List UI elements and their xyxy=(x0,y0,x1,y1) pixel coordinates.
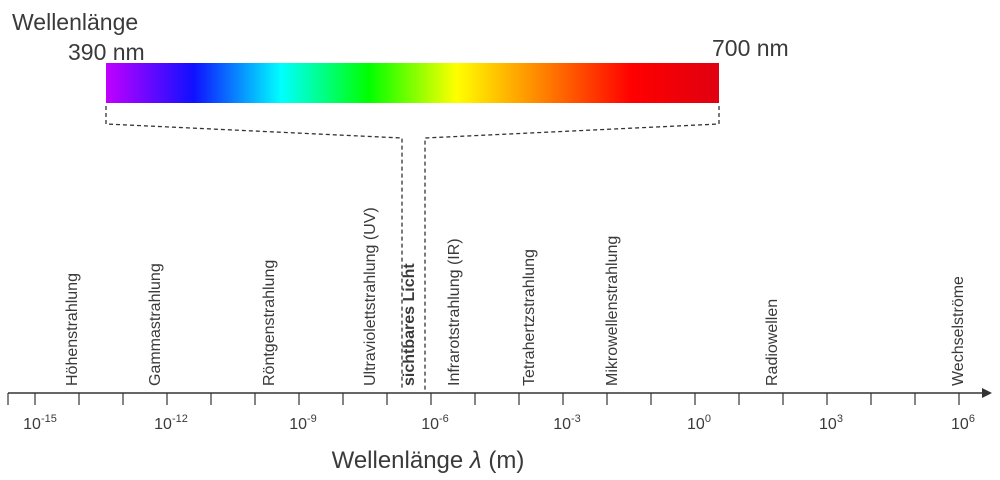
visible-light-bracket xyxy=(105,106,720,390)
axis-ticks xyxy=(7,393,960,405)
band-label: Tetrahertzstrahlung xyxy=(521,249,538,386)
axis-tick-label: 10-9 xyxy=(289,413,317,433)
axis-title-unit: (m) xyxy=(482,447,525,474)
axis-title-symbol: λ xyxy=(468,447,482,474)
axis-title-main: Wellenlänge xyxy=(332,447,470,474)
axis-arrow-icon xyxy=(982,388,992,398)
band-label: sichtbares Licht xyxy=(401,263,418,386)
band-label: Wechselströme xyxy=(950,276,967,386)
visible-spectrum-bar xyxy=(106,63,719,103)
axis-tick-label: 106 xyxy=(951,413,975,433)
band-label: Ultraviolettstrahlung (UV) xyxy=(362,207,379,386)
axis-tick-label: 10-15 xyxy=(23,413,57,433)
band-label: Röntgenstrahlung xyxy=(261,260,278,386)
band-label: Infrarotstrahlung (IR) xyxy=(446,238,463,386)
spectrum-end-label: 700 nm xyxy=(712,35,789,61)
band-label: Mikrowellenstrahlung xyxy=(604,236,621,386)
band-label: Radiowellen xyxy=(764,299,781,386)
axis-tick-label: 100 xyxy=(687,413,711,433)
axis-title: Wellenlänge λ (m) xyxy=(332,447,525,474)
axis-tick-label: 10-3 xyxy=(553,413,581,433)
band-labels: Höhenstrahlung Gammastrahlung Röntgenstrah… xyxy=(64,207,967,386)
spectrum-title: Wellenlänge xyxy=(12,9,138,35)
spectrum-start-label: 390 nm xyxy=(68,39,145,65)
band-label: Gammastrahlung xyxy=(147,263,164,386)
axis-tick-label: 103 xyxy=(819,413,843,433)
axis-tick-labels: 10-15 10-12 10-9 10-6 10-3 100 103 106 xyxy=(23,413,975,433)
axis-tick-label: 10-12 xyxy=(154,413,188,433)
axis-tick-label: 10-6 xyxy=(421,413,449,433)
band-label: Höhenstrahlung xyxy=(64,273,81,386)
